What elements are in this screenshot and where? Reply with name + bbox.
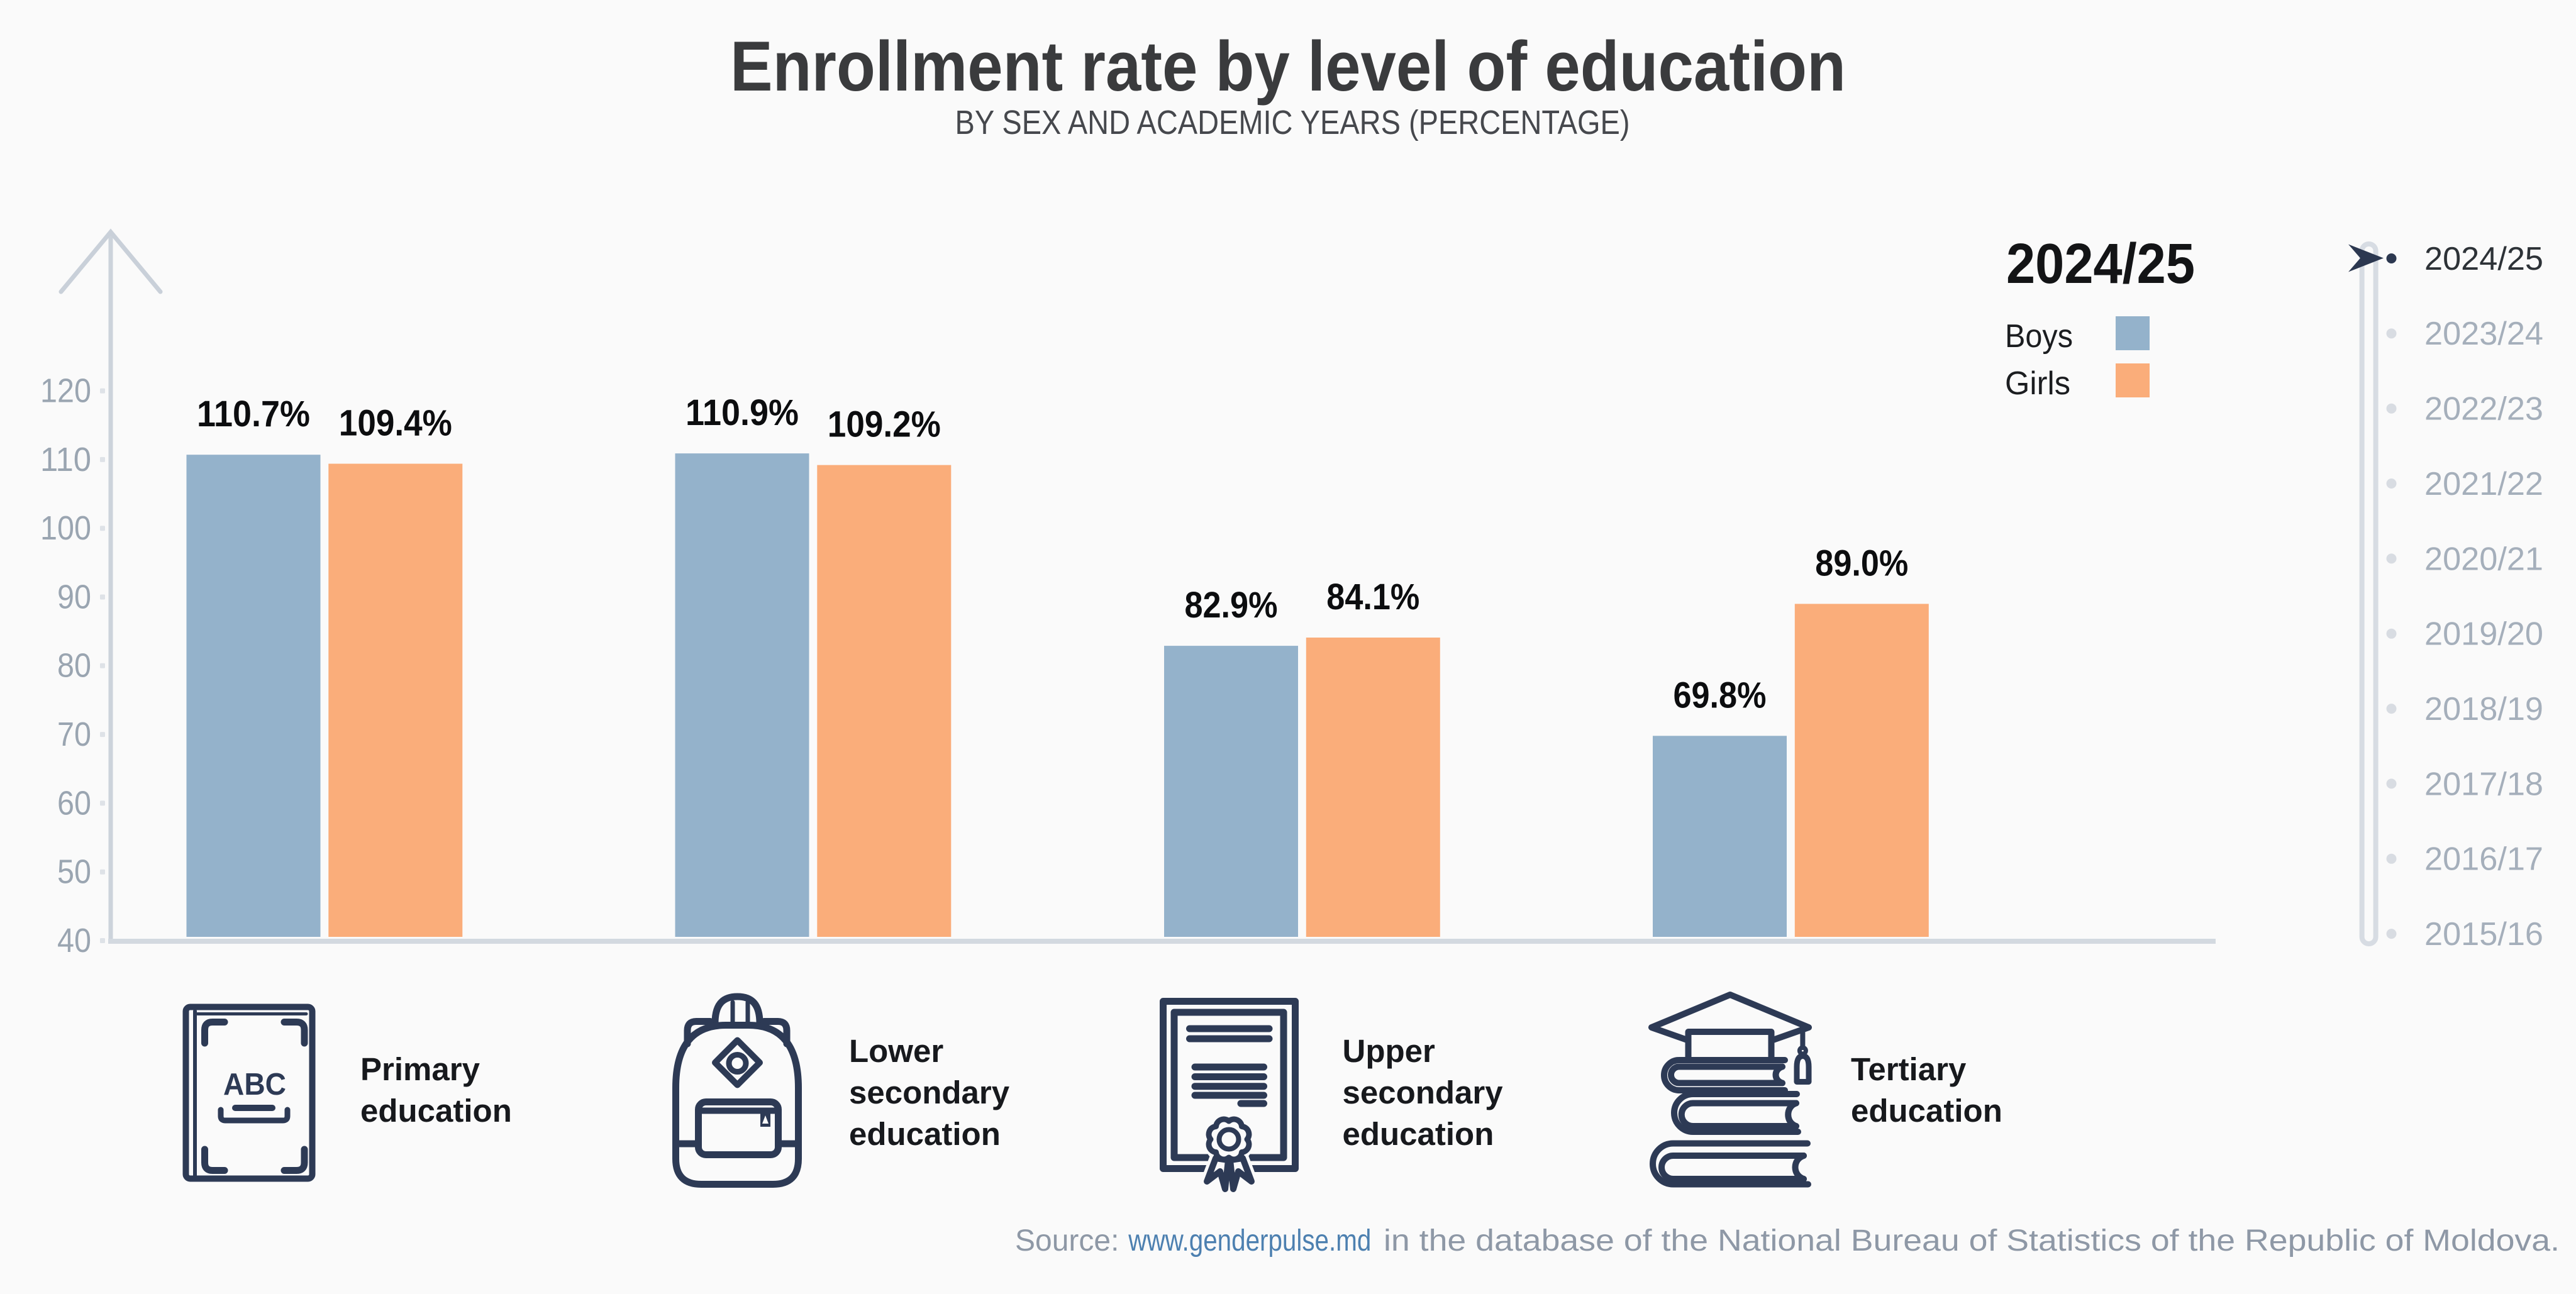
svg-text:Enrollment rate by level of ed: Enrollment rate by level of education bbox=[730, 27, 1846, 106]
svg-text:Lower: Lower bbox=[849, 1033, 943, 1069]
svg-text:Primary: Primary bbox=[360, 1051, 480, 1087]
svg-text:2024/25: 2024/25 bbox=[2424, 241, 2543, 277]
svg-text:education: education bbox=[360, 1093, 512, 1129]
svg-text:110: 110 bbox=[40, 441, 91, 478]
svg-text:Boys: Boys bbox=[2005, 318, 2073, 355]
svg-text:education: education bbox=[1343, 1116, 1494, 1152]
svg-text:Source:: Source: bbox=[1015, 1224, 1128, 1258]
svg-text:2021/22: 2021/22 bbox=[2424, 466, 2543, 502]
svg-text:109.4%: 109.4% bbox=[339, 403, 452, 444]
svg-text:50: 50 bbox=[57, 853, 91, 891]
svg-text:2023/24: 2023/24 bbox=[2424, 316, 2543, 352]
svg-text:Girls: Girls bbox=[2005, 365, 2070, 402]
svg-text:2017/18: 2017/18 bbox=[2424, 766, 2543, 802]
svg-text:80: 80 bbox=[57, 647, 91, 685]
svg-text:in the database of the Nationa: in the database of the National Bureau o… bbox=[1384, 1224, 2560, 1258]
svg-text:www.genderpulse.md: www.genderpulse.md bbox=[1128, 1224, 1371, 1258]
svg-text:2024/25: 2024/25 bbox=[2006, 233, 2195, 296]
svg-text:2020/21: 2020/21 bbox=[2424, 541, 2543, 577]
svg-text:education: education bbox=[849, 1116, 1001, 1152]
svg-text:110.9%: 110.9% bbox=[686, 392, 799, 433]
svg-text:69.8%: 69.8% bbox=[1674, 675, 1767, 716]
svg-text:secondary: secondary bbox=[849, 1075, 1010, 1110]
svg-text:109.2%: 109.2% bbox=[828, 404, 941, 445]
svg-text:education: education bbox=[1851, 1093, 2002, 1129]
svg-text:84.1%: 84.1% bbox=[1326, 577, 1419, 617]
svg-text:Tertiary: Tertiary bbox=[1851, 1051, 1967, 1087]
svg-text:ABC: ABC bbox=[223, 1068, 286, 1102]
svg-text:70: 70 bbox=[57, 716, 91, 753]
svg-text:2022/23: 2022/23 bbox=[2424, 391, 2543, 428]
svg-text:110.7%: 110.7% bbox=[197, 394, 310, 434]
svg-text:2019/20: 2019/20 bbox=[2424, 616, 2543, 653]
svg-text:89.0%: 89.0% bbox=[1815, 543, 1908, 583]
svg-text:2015/16: 2015/16 bbox=[2424, 916, 2543, 953]
svg-text:40: 40 bbox=[57, 922, 91, 959]
svg-text:2016/17: 2016/17 bbox=[2424, 841, 2543, 878]
svg-text:120: 120 bbox=[40, 372, 91, 410]
svg-text:60: 60 bbox=[57, 784, 91, 822]
svg-text:90: 90 bbox=[57, 578, 91, 616]
svg-text:100: 100 bbox=[40, 509, 91, 547]
svg-text:secondary: secondary bbox=[1343, 1075, 1504, 1110]
svg-text:Upper: Upper bbox=[1343, 1033, 1436, 1069]
svg-text:BY SEX AND ACADEMIC YEARS (PER: BY SEX AND ACADEMIC YEARS (PERCENTAGE) bbox=[955, 104, 1630, 141]
svg-text:82.9%: 82.9% bbox=[1185, 585, 1278, 626]
svg-text:2018/19: 2018/19 bbox=[2424, 691, 2543, 727]
